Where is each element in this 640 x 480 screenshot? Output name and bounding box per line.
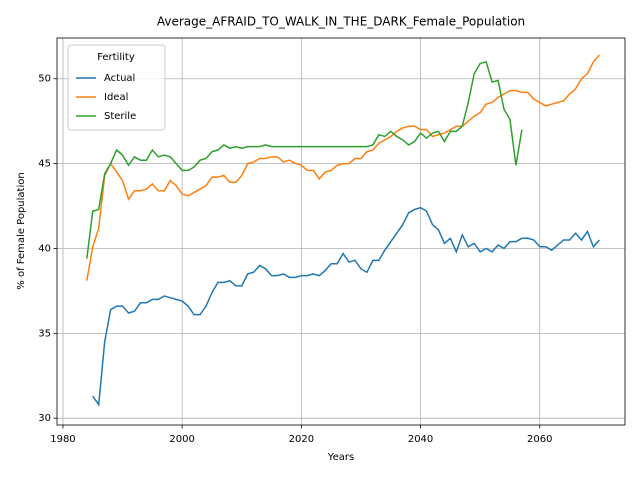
x-tick-label: 2000 xyxy=(169,434,194,445)
x-axis-label: Years xyxy=(327,452,354,463)
y-tick-label: 40 xyxy=(38,243,51,254)
legend-title: Fertility xyxy=(97,52,135,63)
y-axis-label: % of Female Population xyxy=(16,172,27,289)
x-tick-label: 1980 xyxy=(50,434,75,445)
legend-label: Ideal xyxy=(104,92,128,103)
legend-label: Sterile xyxy=(104,111,136,122)
x-tick-label: 2060 xyxy=(527,434,552,445)
y-tick-label: 30 xyxy=(38,413,51,424)
plot-frame xyxy=(56,37,626,426)
series-line xyxy=(86,54,600,281)
legend: Fertility Actual Ideal Sterile xyxy=(67,44,166,131)
chart-title: Average_AFRAID_TO_WALK_IN_THE_DARK_Femal… xyxy=(157,15,525,29)
x-tick-label: 2040 xyxy=(408,434,433,445)
legend-label: Actual xyxy=(104,73,135,84)
series-line xyxy=(86,60,523,259)
y-tick-label: 50 xyxy=(38,74,51,85)
x-tick-label: 2020 xyxy=(289,434,314,445)
series-line xyxy=(92,206,600,407)
y-tick-label: 45 xyxy=(38,159,51,170)
legend-box xyxy=(67,44,166,131)
y-tick-label: 35 xyxy=(38,328,51,339)
